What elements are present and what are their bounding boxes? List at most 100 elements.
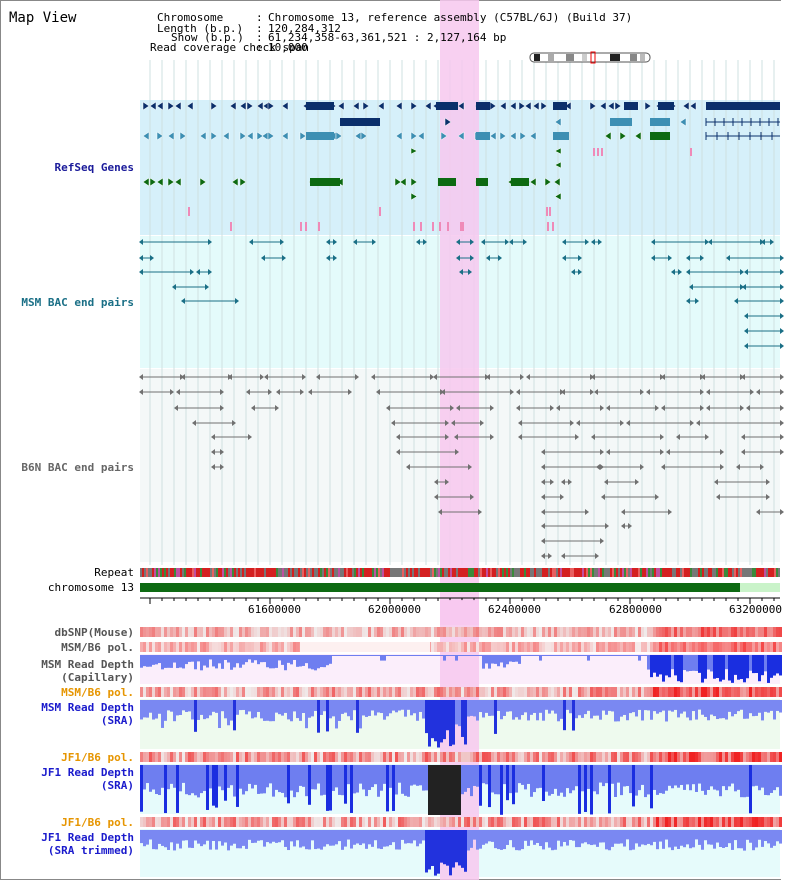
bac-pair-end (741, 374, 745, 380)
pol-cell (542, 752, 545, 762)
track-label-msm-b6-pol-2[interactable]: MSM/B6 pol. (61, 686, 134, 699)
repeat-element (494, 568, 496, 577)
depth-bar (482, 655, 485, 669)
pink-tick (439, 222, 441, 231)
depth-bar (179, 830, 182, 849)
pol-cell (749, 752, 752, 762)
depth-bar (587, 765, 590, 789)
pol-cell (710, 642, 713, 652)
track-label-msm-depth-cap-1[interactable]: MSM Read Depth (41, 658, 134, 671)
depth-bar (542, 655, 545, 656)
track-label-refseq[interactable]: RefSeq Genes (54, 161, 134, 174)
track-label-dbsnp[interactable]: dbSNP(Mouse) (54, 626, 134, 639)
pol-cell (542, 817, 545, 827)
pol-cell (224, 642, 227, 652)
repeat-element (542, 568, 544, 577)
repeat-element (712, 568, 714, 577)
pol-cell (215, 642, 218, 652)
depth-bar (179, 655, 182, 668)
repeat-element (372, 568, 374, 577)
repeat-element (218, 568, 220, 577)
pol-cell (731, 817, 734, 827)
gene-block (318, 102, 334, 110)
track-label-jf1-depth-trim-1[interactable]: JF1 Read Depth (41, 831, 134, 844)
pol-cell (737, 752, 740, 762)
track-label-msm-b6-pol-1[interactable]: MSM/B6 pol. (61, 641, 134, 654)
gene-arrow (524, 101, 532, 111)
repeat-element (176, 568, 178, 577)
repeat-element (684, 568, 686, 577)
repeat-element (498, 568, 500, 577)
pol-cell (476, 752, 479, 762)
pol-cell (227, 642, 230, 652)
depth-bar (593, 700, 596, 716)
depth-bar (314, 700, 317, 711)
depth-bar (710, 700, 713, 715)
depth-bar (431, 830, 434, 866)
ideogram-band (640, 54, 645, 61)
depth-bar (764, 655, 767, 672)
pol-cell (248, 687, 251, 697)
pol-cell (173, 687, 176, 697)
gene-arrow (394, 177, 402, 187)
track-label-jf1-b6-pol-2[interactable]: JF1/B6 pol. (61, 816, 134, 829)
pol-cell (146, 627, 149, 637)
pol-cell (299, 752, 302, 762)
pol-cell (293, 687, 296, 697)
pol-cell (587, 687, 590, 697)
pol-cell (383, 752, 386, 762)
pol-cell (467, 627, 470, 637)
depth-bar (365, 700, 368, 717)
depth-bar (206, 765, 209, 810)
pol-cell (557, 627, 560, 637)
repeat-element (366, 568, 368, 577)
depth-bar (350, 655, 353, 656)
repeat-element (640, 568, 642, 577)
repeat-element (502, 568, 504, 577)
depth-bar (689, 765, 692, 791)
pol-cell (716, 642, 719, 652)
repeat-element (394, 568, 396, 577)
pol-cell (191, 642, 194, 652)
pol-cell (626, 627, 629, 637)
track-label-msm-bac[interactable]: MSM BAC end pairs (21, 296, 134, 309)
depth-bar (512, 830, 515, 848)
track-label-repeat[interactable]: Repeat (94, 566, 134, 579)
track-label-jf1-depth-sra-1[interactable]: JF1 Read Depth (41, 766, 134, 779)
pol-cell (413, 817, 416, 827)
depth-bar (335, 655, 338, 656)
depth-bar (497, 700, 500, 711)
depth-bar (302, 655, 305, 666)
depth-bar (776, 655, 779, 674)
track-label-b6n-bac[interactable]: B6N BAC end pairs (21, 461, 134, 474)
pol-cell (605, 627, 608, 637)
pol-cell (161, 687, 164, 697)
pol-cell (659, 687, 662, 697)
pol-cell (707, 817, 710, 827)
depth-bar (683, 700, 686, 712)
bac-pair-end (232, 420, 236, 426)
depth-bar (389, 765, 392, 788)
bac-pair-end (695, 298, 699, 304)
depth-bar (332, 700, 335, 717)
depth-bar (710, 655, 713, 672)
depth-bar (386, 700, 389, 717)
track-label-msm-depth-sra-1[interactable]: MSM Read Depth (41, 701, 134, 714)
depth-bar (149, 765, 152, 792)
repeat-element (468, 568, 470, 577)
bac-pair-end (251, 405, 255, 411)
track-label-chromosome[interactable]: chromosome 13 (47, 581, 134, 594)
track-label-jf1-b6-pol-1[interactable]: JF1/B6 pol. (61, 751, 134, 764)
depth-bar (386, 830, 389, 847)
pol-cell (350, 752, 353, 762)
pol-cell (362, 627, 365, 637)
gene-arrow (509, 131, 517, 141)
pol-cell (578, 642, 581, 652)
depth-bar (611, 830, 614, 847)
pol-cell (662, 687, 665, 697)
pink-tick (300, 222, 302, 231)
depth-bar (773, 830, 776, 846)
pol-cell (446, 642, 449, 652)
depth-bar (530, 700, 533, 715)
